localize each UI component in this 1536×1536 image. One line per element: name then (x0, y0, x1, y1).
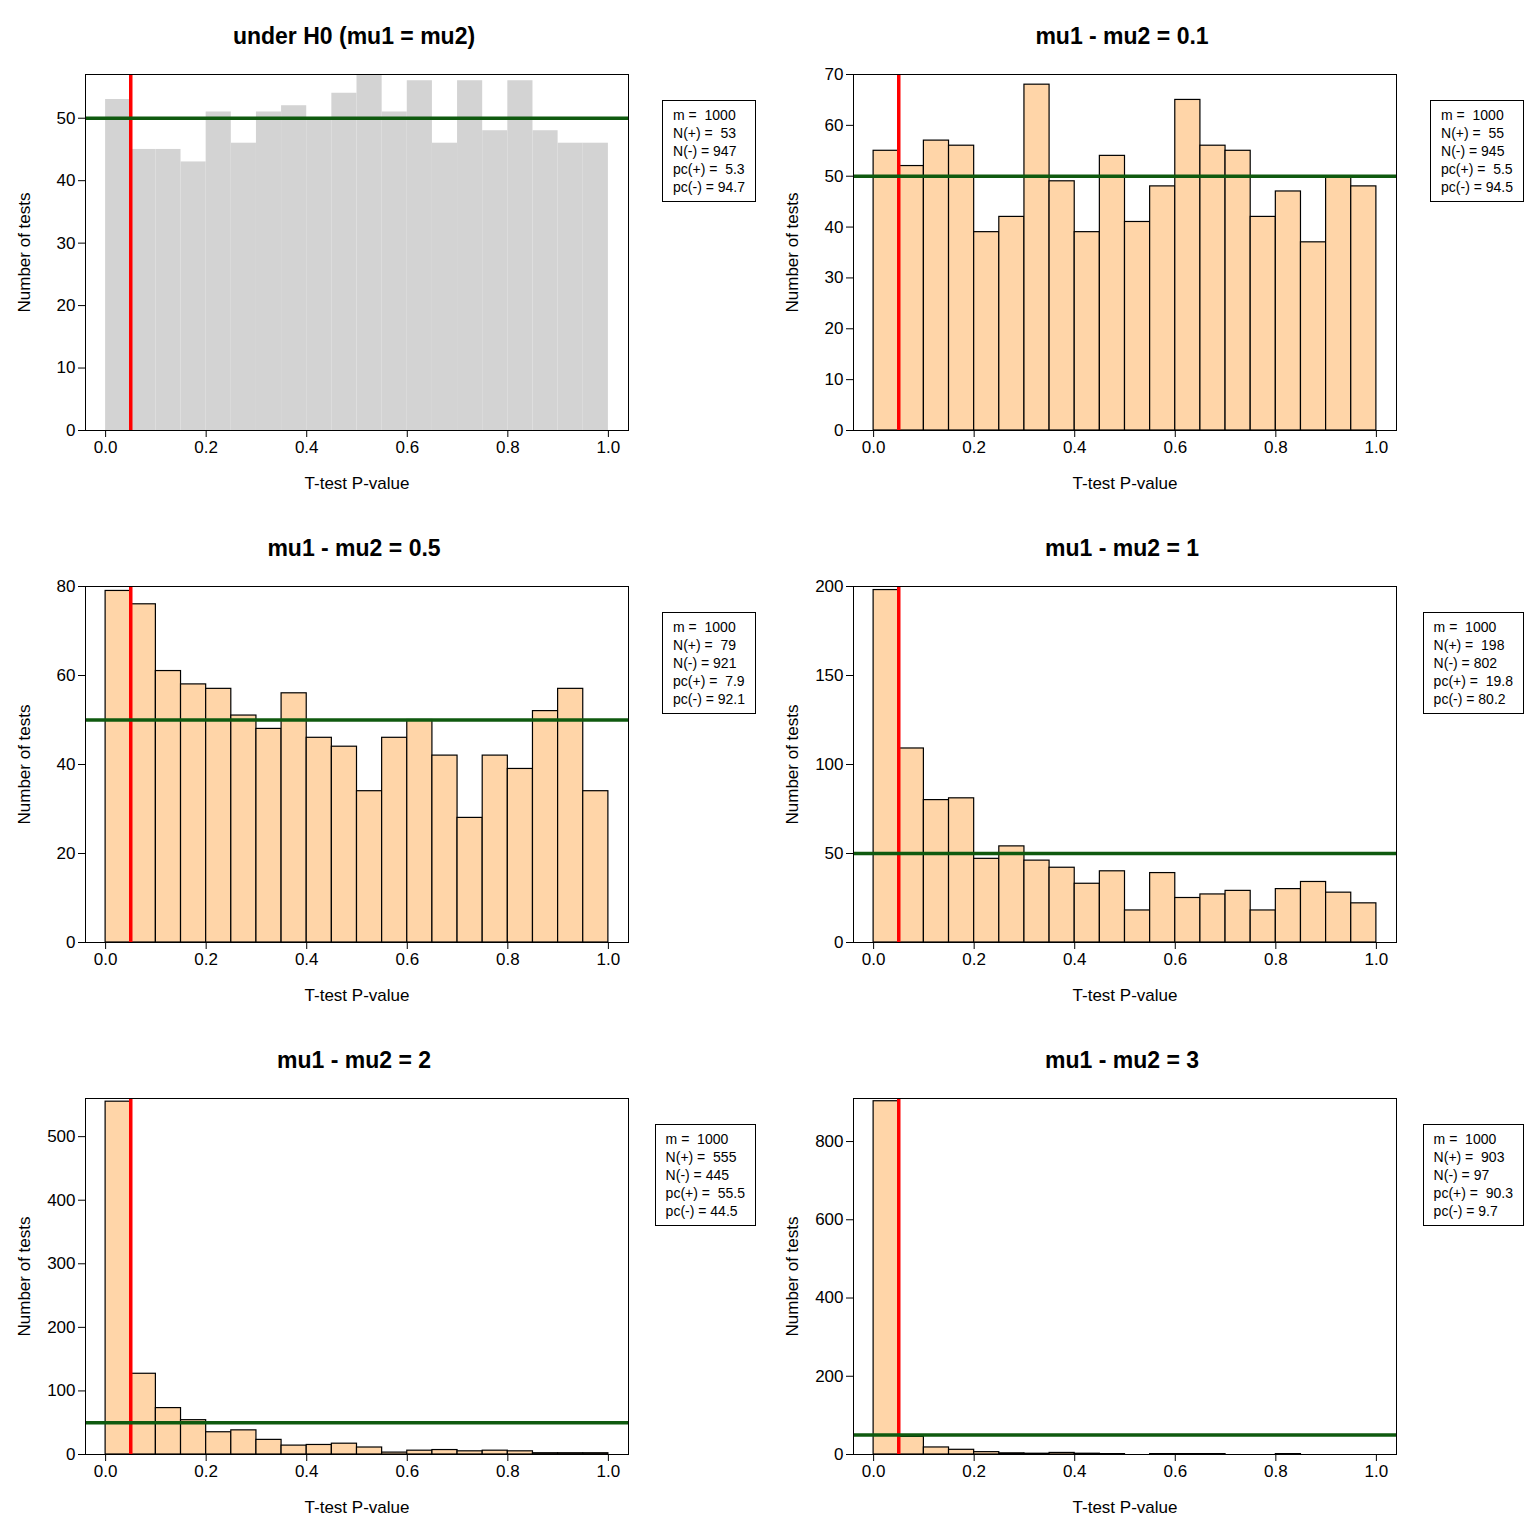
svg-text:T-test P-value: T-test P-value (1073, 986, 1178, 1005)
svg-text:20: 20 (57, 844, 76, 863)
html-text:m = 1000 N(+) = 55 N(-) = 945: m = 1000 N(+) = 55 N(-) = 945 pc(+) = 5.… (1441, 107, 1513, 195)
svg-text:0.4: 0.4 (1063, 1462, 1087, 1481)
svg-text:10: 10 (57, 358, 76, 377)
svg-text:50: 50 (825, 844, 844, 863)
svg-text:0.2: 0.2 (194, 950, 218, 969)
svg-text:0.2: 0.2 (962, 438, 986, 457)
svg-text:0.2: 0.2 (194, 1462, 218, 1481)
html-text:m = 1000 N(+) = 903 N(-) = 97: m = 1000 N(+) = 903 N(-) = 97 pc(+) = 90… (1433, 1131, 1513, 1219)
svg-text:1.0: 1.0 (597, 950, 621, 969)
html-text:m = 1000 N(+) = 555 N(-) = 445: m = 1000 N(+) = 555 N(-) = 445 pc(+) = 5… (665, 1131, 745, 1219)
svg-text:40: 40 (57, 755, 76, 774)
svg-text:0.6: 0.6 (1163, 1462, 1187, 1481)
html-text:mu1 - mu2 = 2: mu1 - mu2 = 2 (277, 1047, 431, 1073)
html-text:mu1 - mu2 = 3: mu1 - mu2 = 3 (1045, 1047, 1199, 1073)
html-text:mu1 - mu2 = 0.5: mu1 - mu2 = 0.5 (267, 535, 441, 561)
html-text:m = 1000 N(+) = 79 N(-) = 921: m = 1000 N(+) = 79 N(-) = 921 pc(+) = 7.… (673, 619, 745, 707)
svg-text:150: 150 (815, 666, 843, 685)
svg-text:0.6: 0.6 (395, 1462, 419, 1481)
svg-text:30: 30 (57, 234, 76, 253)
svg-text:0.8: 0.8 (1264, 438, 1288, 457)
svg-text:200: 200 (47, 1318, 75, 1337)
svg-text:0: 0 (66, 1445, 75, 1464)
svg-text:0.4: 0.4 (295, 950, 319, 969)
svg-text:0.0: 0.0 (862, 438, 886, 457)
svg-text:Number of tests: Number of tests (783, 1217, 802, 1337)
svg-text:0.4: 0.4 (1063, 950, 1087, 969)
svg-text:400: 400 (815, 1288, 843, 1307)
svg-text:0.0: 0.0 (862, 950, 886, 969)
svg-text:0.8: 0.8 (496, 438, 520, 457)
svg-text:50: 50 (57, 109, 76, 128)
svg-text:1.0: 1.0 (597, 1462, 621, 1481)
svg-text:70: 70 (825, 65, 844, 84)
svg-text:T-test P-value: T-test P-value (1073, 474, 1178, 493)
html-text:mu1 - mu2 = 1: mu1 - mu2 = 1 (1045, 535, 1199, 561)
svg-text:T-test P-value: T-test P-value (1073, 1498, 1178, 1517)
svg-text:0.6: 0.6 (1163, 950, 1187, 969)
svg-text:Number of tests: Number of tests (783, 193, 802, 313)
svg-text:0: 0 (834, 1445, 843, 1464)
html-text:under H0 (mu1 = mu2): under H0 (mu1 = mu2) (232, 23, 476, 49)
svg-text:0.8: 0.8 (1264, 1462, 1288, 1481)
svg-text:Number of tests: Number of tests (15, 193, 34, 313)
svg-text:0.0: 0.0 (862, 1462, 886, 1481)
svg-text:500: 500 (47, 1127, 75, 1146)
svg-text:0: 0 (834, 933, 843, 952)
svg-text:800: 800 (815, 1132, 843, 1151)
svg-text:0.8: 0.8 (1264, 950, 1288, 969)
svg-text:Number of tests: Number of tests (783, 705, 802, 825)
svg-text:0.0: 0.0 (94, 950, 118, 969)
svg-text:0.4: 0.4 (295, 438, 319, 457)
svg-text:80: 80 (57, 577, 76, 596)
svg-text:40: 40 (57, 171, 76, 190)
svg-text:0.4: 0.4 (295, 1462, 319, 1481)
svg-text:400: 400 (47, 1191, 75, 1210)
svg-text:200: 200 (815, 1367, 843, 1386)
svg-text:0.2: 0.2 (962, 1462, 986, 1481)
svg-text:60: 60 (57, 666, 76, 685)
svg-text:1.0: 1.0 (597, 438, 621, 457)
svg-text:0.4: 0.4 (1063, 438, 1087, 457)
svg-text:0.0: 0.0 (94, 1462, 118, 1481)
svg-text:0.6: 0.6 (395, 950, 419, 969)
svg-text:1.0: 1.0 (1365, 438, 1389, 457)
svg-text:600: 600 (815, 1210, 843, 1229)
svg-text:300: 300 (47, 1254, 75, 1273)
svg-text:0.8: 0.8 (496, 1462, 520, 1481)
svg-text:Number of tests: Number of tests (15, 1217, 34, 1337)
svg-text:100: 100 (815, 755, 843, 774)
svg-text:10: 10 (825, 370, 844, 389)
svg-text:1.0: 1.0 (1365, 1462, 1389, 1481)
svg-text:30: 30 (825, 268, 844, 287)
svg-text:0: 0 (66, 421, 75, 440)
svg-text:20: 20 (57, 296, 76, 315)
svg-text:40: 40 (825, 218, 844, 237)
svg-text:T-test P-value: T-test P-value (305, 1498, 410, 1517)
svg-text:0.2: 0.2 (962, 950, 986, 969)
svg-text:0: 0 (834, 421, 843, 440)
svg-text:60: 60 (825, 116, 844, 135)
svg-text:200: 200 (815, 577, 843, 596)
html-text:m = 1000 N(+) = 53 N(-) = 947: m = 1000 N(+) = 53 N(-) = 947 pc(+) = 5.… (673, 107, 745, 195)
svg-text:1.0: 1.0 (1365, 950, 1389, 969)
svg-text:T-test P-value: T-test P-value (305, 474, 410, 493)
svg-text:0.0: 0.0 (94, 438, 118, 457)
svg-text:T-test P-value: T-test P-value (305, 986, 410, 1005)
svg-text:0.8: 0.8 (496, 950, 520, 969)
svg-text:0.6: 0.6 (395, 438, 419, 457)
html-text:m = 1000 N(+) = 198 N(-) = 802: m = 1000 N(+) = 198 N(-) = 802 pc(+) = 1… (1433, 619, 1513, 707)
svg-text:Number of tests: Number of tests (15, 705, 34, 825)
html-text:mu1 - mu2 = 0.1: mu1 - mu2 = 0.1 (1035, 23, 1209, 49)
svg-text:100: 100 (47, 1381, 75, 1400)
svg-text:0: 0 (66, 933, 75, 952)
svg-text:0.2: 0.2 (194, 438, 218, 457)
svg-text:50: 50 (825, 167, 844, 186)
svg-text:20: 20 (825, 319, 844, 338)
svg-text:0.6: 0.6 (1163, 438, 1187, 457)
